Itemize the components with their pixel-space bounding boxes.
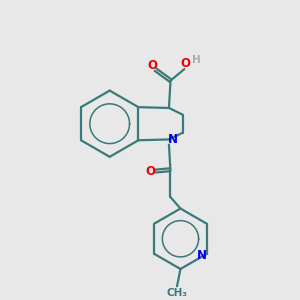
Text: O: O (181, 57, 191, 70)
Text: O: O (145, 165, 155, 178)
Text: N: N (196, 248, 206, 262)
Text: O: O (147, 59, 157, 72)
Text: H: H (192, 55, 201, 65)
Text: N: N (167, 133, 177, 146)
Text: CH₃: CH₃ (167, 288, 188, 298)
